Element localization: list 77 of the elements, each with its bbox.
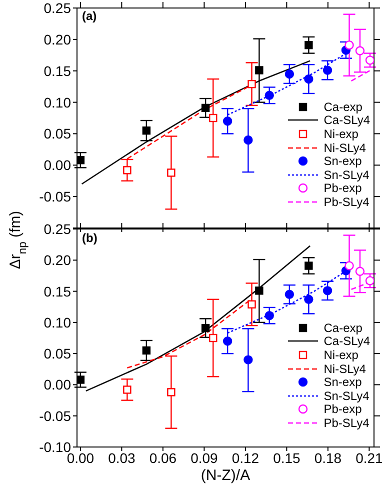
legend-label: Ni-SLy4 (324, 362, 366, 376)
legend-label: Ni-exp (324, 348, 358, 362)
point (255, 66, 264, 74)
point (244, 355, 253, 364)
point (284, 69, 294, 79)
point (264, 310, 274, 320)
point (284, 290, 294, 299)
y-tick-label: 0.05 (44, 126, 72, 142)
x-tick-label: 0.12 (232, 450, 260, 466)
point (248, 80, 256, 88)
point (255, 286, 264, 295)
x-tick-label: 0.18 (314, 450, 342, 466)
y-tick-label: 0.25 (44, 0, 72, 16)
legend-label: Pb-SLy4 (324, 416, 370, 430)
legend-label: Ni-SLy4 (324, 140, 366, 155)
legend-label: Ca-SLy4 (324, 334, 370, 348)
y-tick-label: 0.20 (44, 252, 72, 268)
legend-label: Ni-exp (324, 126, 358, 141)
legend-label: Ca-SLy4 (324, 113, 370, 128)
point (344, 261, 354, 270)
y-tick-label: 0.20 (44, 31, 72, 48)
legend-label: Pb-exp (324, 181, 362, 196)
point (201, 104, 210, 112)
point (304, 262, 313, 270)
y-tick-label: 0.05 (44, 346, 72, 362)
point (365, 56, 374, 65)
x-tick-label: 0.06 (149, 450, 177, 466)
point (167, 168, 176, 177)
y-tick-label: 0.00 (44, 157, 72, 174)
legend-label: Ca-exp (324, 100, 362, 114)
annotation: (a) (82, 9, 97, 23)
y-tick-label: -0.05 (39, 188, 72, 205)
point (77, 156, 85, 164)
y-tick-label: 0.10 (44, 314, 72, 330)
point (77, 376, 85, 384)
legend-label: Sn-exp (324, 375, 362, 390)
y-tick-label: -0.05 (39, 408, 72, 424)
y-tick-label: 0.15 (44, 283, 72, 300)
point (344, 40, 354, 50)
point (304, 294, 314, 304)
point (167, 388, 176, 396)
point (365, 276, 374, 286)
point (142, 346, 151, 355)
y-tick-label: 0.10 (44, 94, 72, 110)
point (322, 286, 332, 296)
point (142, 126, 151, 135)
annotation: (b) (82, 231, 98, 245)
x-tick-label: 0.21 (356, 450, 382, 466)
point (244, 135, 253, 145)
point (248, 300, 256, 308)
point (201, 324, 210, 332)
point (209, 334, 218, 342)
point (304, 40, 313, 50)
x-tick-label: 0.03 (108, 450, 136, 466)
point (222, 336, 232, 346)
point (322, 66, 332, 75)
x-axis-title: (N-Z)/A (200, 467, 250, 484)
x-tick-label: 0.15 (273, 450, 301, 466)
y-tick-label: 0.00 (44, 376, 72, 393)
legend-label: Pb-exp (324, 402, 362, 416)
point (355, 266, 365, 276)
y-tick-label: 0.25 (44, 220, 72, 237)
legend-label: Sn-SLy4 (324, 168, 370, 182)
point (355, 46, 365, 56)
point (222, 116, 232, 126)
point (304, 74, 314, 84)
legend-label: Ca-exp (324, 320, 362, 335)
y-tick-label: 0.15 (44, 62, 72, 79)
legend-label: Pb-SLy4 (324, 194, 370, 209)
legend-label: Sn-SLy4 (324, 388, 370, 403)
point (264, 90, 274, 100)
point (209, 114, 218, 122)
x-tick-label: 0.09 (190, 450, 218, 466)
line-series (85, 245, 311, 392)
point (123, 166, 132, 174)
point (123, 386, 132, 394)
legend-label: Sn-exp (324, 154, 362, 168)
